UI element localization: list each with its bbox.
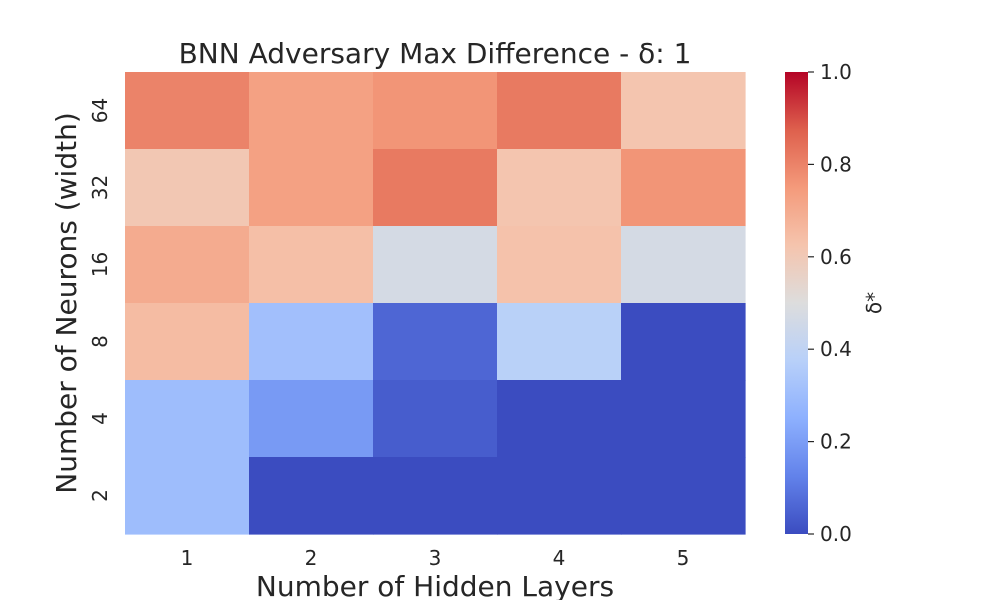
colorbar-tick-label: 0.6 — [820, 245, 852, 269]
heatmap-cell — [125, 72, 250, 150]
x-tick-label: 3 — [429, 546, 442, 570]
x-tick-label: 2 — [305, 546, 318, 570]
heatmap-cell — [249, 457, 374, 535]
y-axis-label: Number of Neurons (width) — [50, 112, 83, 493]
heatmap-cell — [125, 226, 250, 304]
heatmap-cell — [249, 72, 374, 150]
x-axis-label: Number of Hidden Layers — [256, 570, 614, 600]
colorbar-tick-label: 1.0 — [820, 60, 852, 84]
heatmap-cell — [373, 457, 498, 535]
heatmap-cell — [497, 226, 622, 304]
colorbar-ticks: 0.0 0.2 0.4 0.6 0.8 1.0 — [808, 60, 852, 546]
heatmap-cell — [125, 457, 250, 535]
colorbar-tick-label: 0.4 — [820, 337, 852, 361]
x-tick-label: 5 — [677, 546, 690, 570]
heatmap-cell — [621, 226, 746, 304]
x-tick-label: 1 — [181, 546, 194, 570]
y-tick-label: 64 — [88, 98, 112, 123]
y-tick-label: 2 — [88, 489, 112, 502]
heatmap-cell — [373, 72, 498, 150]
heatmap-cell — [497, 303, 622, 381]
chart-title: BNN Adversary Max Difference - δ: 1 — [179, 37, 692, 70]
x-tick-label: 4 — [553, 546, 566, 570]
heatmap-cell — [249, 380, 374, 458]
colorbar: 0.0 0.2 0.4 0.6 0.8 1.0 δ* — [785, 60, 886, 546]
heatmap-cell — [373, 226, 498, 304]
heatmap-cell — [125, 380, 250, 458]
x-tick-labels: 1 2 3 4 5 — [181, 546, 690, 570]
heatmap-cell — [373, 380, 498, 458]
heatmap-cell — [249, 303, 374, 381]
heatmap-cell — [621, 149, 746, 227]
colorbar-label: δ* — [862, 292, 886, 314]
heatmap-cell — [125, 303, 250, 381]
colorbar-tick-label: 0.2 — [820, 430, 852, 454]
y-tick-label: 32 — [88, 175, 112, 200]
y-tick-label: 4 — [88, 412, 112, 425]
heatmap-cell — [497, 149, 622, 227]
heatmap-cell — [621, 303, 746, 381]
colorbar-tick-label: 0.8 — [820, 152, 852, 176]
heatmap-cell — [621, 457, 746, 535]
heatmap-cells — [125, 72, 746, 535]
heatmap-cell — [497, 457, 622, 535]
heatmap-cell — [249, 226, 374, 304]
heatmap-cell — [497, 72, 622, 150]
y-tick-label: 16 — [88, 252, 112, 277]
heatmap-cell — [249, 149, 374, 227]
colorbar-tick-label: 0.0 — [820, 522, 852, 546]
colorbar-gradient — [785, 72, 808, 534]
heatmap-cell — [373, 149, 498, 227]
heatmap-cell — [373, 303, 498, 381]
y-tick-labels: 64 32 16 8 4 2 — [88, 98, 112, 502]
y-tick-label: 8 — [88, 335, 112, 348]
heatmap-cell — [621, 380, 746, 458]
heatmap-cell — [125, 149, 250, 227]
heatmap-cell — [497, 380, 622, 458]
heatmap-cell — [621, 72, 746, 150]
